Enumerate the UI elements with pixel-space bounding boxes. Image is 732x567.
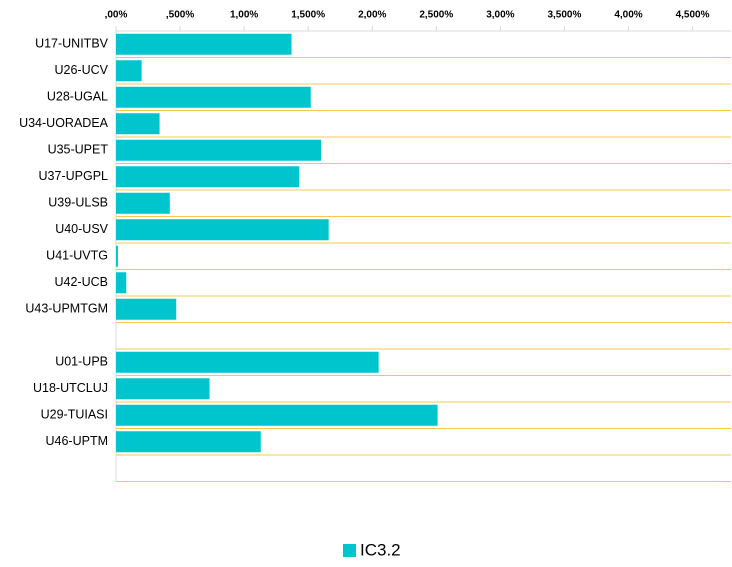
bar [116, 86, 311, 108]
x-tick-label: ,500% [166, 10, 194, 21]
y-tick-label: U43-UPMTGM [25, 302, 108, 316]
y-tick-label: U17-UNITBV [35, 37, 109, 51]
bar [116, 378, 210, 400]
bar [116, 298, 177, 320]
bar [116, 192, 170, 214]
y-tick-label: U46-UPTM [45, 434, 108, 448]
x-tick-label: 1,00% [230, 10, 258, 21]
bar [116, 33, 292, 55]
bar [116, 113, 160, 135]
bar [116, 431, 261, 453]
bar [116, 272, 127, 294]
y-tick-label: U01-UPB [55, 355, 108, 369]
bar [116, 404, 438, 426]
legend-swatch [343, 544, 356, 557]
y-tick-label: U29-TUIASI [41, 408, 108, 422]
y-tick-label: U40-USV [55, 222, 108, 236]
bar [116, 351, 379, 373]
bar [116, 219, 329, 241]
bar [116, 245, 118, 267]
y-tick-label: U42-UCB [55, 275, 109, 289]
bar [116, 139, 321, 161]
x-tick-label: 2,00% [358, 10, 386, 21]
y-tick-label: U39-ULSB [48, 196, 108, 210]
x-tick-label: 3,500% [547, 10, 581, 21]
x-tick-label: 3,00% [486, 10, 514, 21]
y-tick-label: U41-UVTG [46, 249, 108, 263]
x-tick-label: 1,500% [291, 10, 325, 21]
bar [116, 166, 300, 188]
y-tick-label: U18-UTCLUJ [33, 381, 108, 395]
x-tick-label: ,00% [105, 10, 128, 21]
y-tick-label: U37-UPGPL [39, 169, 109, 183]
y-tick-label: U34-UORADEA [19, 116, 109, 130]
y-tick-label: U26-UCV [55, 63, 109, 77]
x-tick-label: 2,500% [419, 10, 453, 21]
bar [116, 60, 142, 82]
x-tick-label: 4,00% [614, 10, 642, 21]
x-tick-label: 4,500% [676, 10, 710, 21]
y-tick-label: U35-UPET [48, 143, 109, 157]
y-tick-label: U28-UGAL [47, 90, 108, 104]
legend-label: IC3.2 [360, 540, 401, 559]
